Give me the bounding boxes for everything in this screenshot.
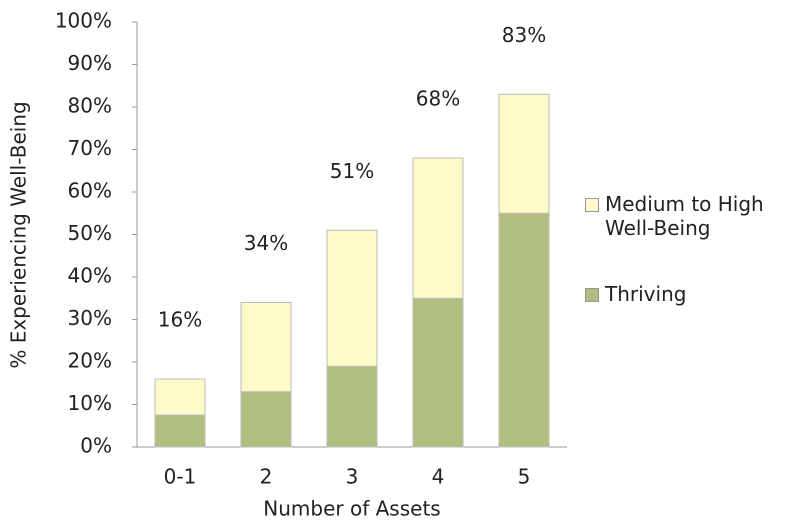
total-label: 34% xyxy=(244,231,288,255)
y-tick-label: 80% xyxy=(68,94,112,118)
x-axis-label: Number of Assets xyxy=(263,497,440,521)
legend-swatch xyxy=(585,288,599,302)
x-tick-label: 3 xyxy=(346,465,359,489)
bar-segment xyxy=(240,391,292,448)
y-tick-label: 70% xyxy=(68,136,112,160)
y-tick-label: 30% xyxy=(68,306,112,330)
bar-segment xyxy=(412,157,464,299)
legend-label: Thriving xyxy=(605,282,687,306)
y-tick-label: 10% xyxy=(68,391,112,415)
y-axis-label: % Experiencing Well-Being xyxy=(7,101,31,368)
y-tick-label: 40% xyxy=(68,264,112,288)
total-label: 51% xyxy=(330,159,374,183)
x-tick-label: 0-1 xyxy=(164,465,197,489)
legend-swatch xyxy=(585,198,599,212)
bar-segment xyxy=(326,229,378,367)
total-label: 68% xyxy=(416,87,460,111)
bar-segment xyxy=(498,93,550,214)
bar-segment xyxy=(412,297,464,448)
bar-segment xyxy=(154,414,206,448)
total-label: 16% xyxy=(158,308,202,332)
x-tick-label: 2 xyxy=(260,465,273,489)
y-tick-label: 90% xyxy=(68,51,112,75)
y-tick-label: 20% xyxy=(68,349,112,373)
y-tick-label: 50% xyxy=(68,221,112,245)
y-tick-label: 100% xyxy=(55,9,112,33)
bar-segment xyxy=(498,212,550,448)
legend-label: Medium to High Well-Being xyxy=(605,192,764,240)
y-tick-label: 0% xyxy=(80,434,112,458)
y-tick-label: 60% xyxy=(68,179,112,203)
bar-segment xyxy=(240,302,292,393)
total-label: 83% xyxy=(502,23,546,47)
legend-item: Medium to High Well-Being xyxy=(585,192,785,240)
bar-segment xyxy=(326,365,378,448)
x-tick-label: 5 xyxy=(518,465,531,489)
bar-segment xyxy=(154,378,206,416)
x-tick-label: 4 xyxy=(432,465,445,489)
legend-item: Thriving xyxy=(585,282,785,306)
